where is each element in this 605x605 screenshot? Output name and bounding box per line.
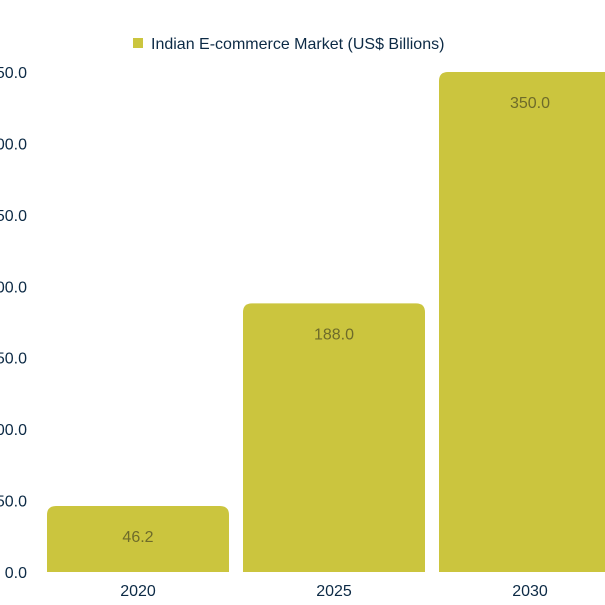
y-tick-label: 200.0 [0,279,27,296]
bar-2020 [47,506,229,572]
y-tick-label: 0.0 [5,565,27,582]
y-tick-label: 100.0 [0,422,27,439]
x-tick-label-2025: 2025 [316,583,352,600]
data-label-2020: 46.2 [122,529,153,546]
y-tick-label: 250.0 [0,208,27,225]
x-tick-label-2030: 2030 [512,583,548,600]
x-axis: 2020 2025 2030 [120,583,548,600]
bars: 46.2 188.0 350.0 [47,72,605,572]
y-tick-label: 50.0 [0,494,27,511]
data-label-2025: 188.0 [314,326,354,343]
legend: Indian E-commerce Market (US$ Billions) [133,36,444,53]
y-tick-label: 350.0 [0,65,27,82]
bar-2030 [439,72,605,572]
legend-label: Indian E-commerce Market (US$ Billions) [151,36,444,53]
y-axis: 0.0 50.0 100.0 150.0 200.0 250.0 300.0 350.0 [0,65,27,582]
bar-2025 [243,303,425,572]
y-tick-label: 300.0 [0,136,27,153]
x-tick-label-2020: 2020 [120,583,156,600]
data-label-2030: 350.0 [510,95,550,112]
legend-swatch [133,38,143,48]
y-tick-label: 150.0 [0,351,27,368]
